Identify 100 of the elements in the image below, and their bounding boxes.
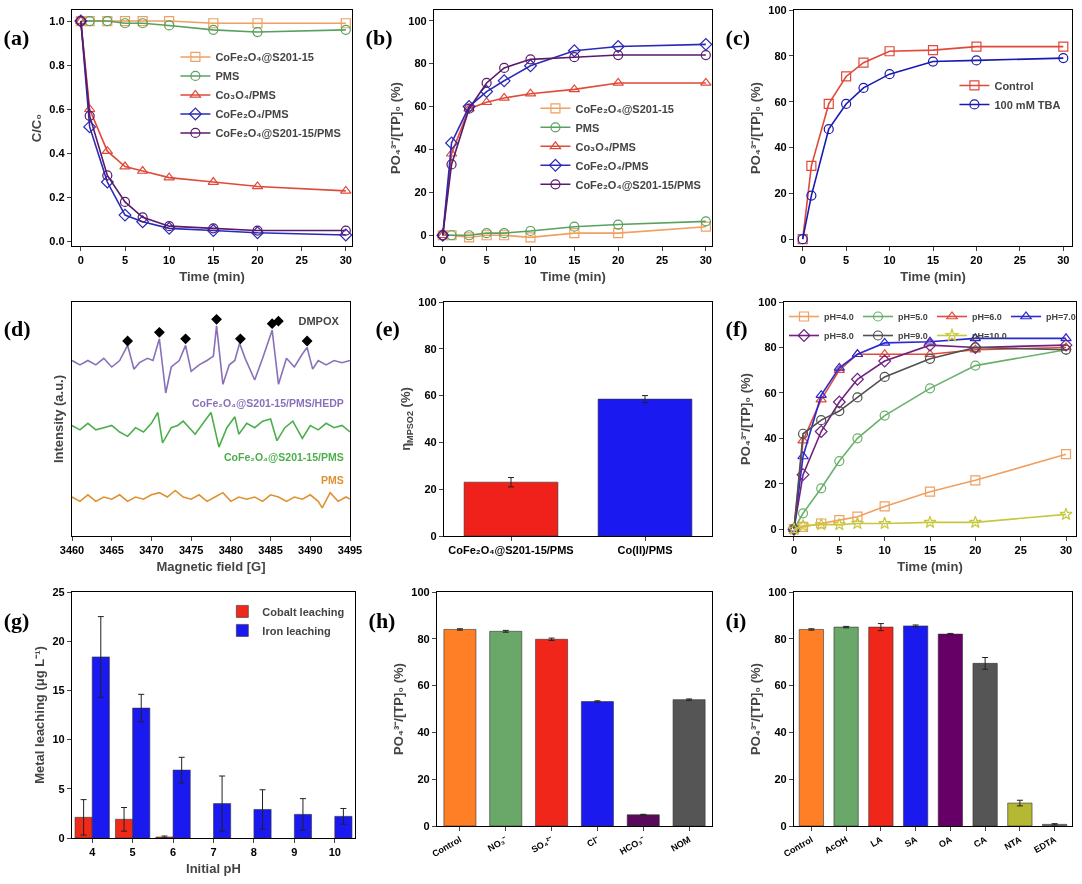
y-tick-label: 20 [774, 187, 787, 200]
y-tick-label: 40 [424, 436, 437, 449]
x-tick-label: 30 [1057, 254, 1070, 267]
legend-label: CoFe₂O₄@S201-15 [575, 102, 674, 115]
y-tick-label: 15 [52, 684, 65, 697]
x-tick-label: 20 [969, 544, 982, 557]
legend-label: CoFe₂O₄/PMS [215, 108, 289, 121]
legend-label: pH=4.0 [824, 312, 854, 323]
legend-label: 100 mM TBA [994, 98, 1061, 111]
y-tick-label: 60 [774, 95, 787, 108]
x-tick-label: 5 [836, 544, 843, 557]
legend-label: pH=8.0 [824, 331, 854, 342]
y-tick-label: 40 [774, 726, 787, 739]
y-tick-label: 20 [414, 186, 427, 199]
x-tick-label: 25 [1013, 254, 1027, 267]
y-tick-label: 0.4 [49, 147, 66, 160]
y-tick-label: 80 [774, 49, 787, 62]
x-tick-label: 30 [699, 254, 712, 267]
y-tick-label: 20 [764, 477, 777, 490]
x-axis-title: Time (min) [540, 268, 606, 284]
series-label: CoFe₂O₄@S201-15/PMS [224, 451, 344, 463]
x-tick-label: 30 [1059, 544, 1073, 557]
x-tick-label: 4 [89, 846, 97, 859]
text: (i) [725, 607, 747, 633]
legend-label: Co₃O₄/PMS [215, 89, 276, 102]
y-tick-label: 1.0 [49, 14, 65, 27]
x-tick-label: 0 [439, 254, 446, 267]
y-tick-label: 0 [423, 819, 430, 832]
legend-label: CoFe₂O₄/PMS [575, 159, 649, 172]
y-tick-label: 0.0 [49, 235, 65, 248]
text: (e) [375, 316, 400, 342]
y-axis-title: PO₄³⁻/[TP]₀ (%) [388, 82, 404, 174]
x-tick-label: 20 [251, 254, 264, 267]
y-tick-label: 100 [758, 295, 777, 308]
y-tick-label: 0 [780, 819, 787, 832]
x-tick-label: 15 [568, 254, 581, 267]
x-tick-label: 3490 [298, 544, 323, 557]
y-axis-title: PO₄³⁻/[TP]₀ (%) [748, 82, 764, 174]
y-tick-label: 100 [768, 3, 787, 16]
text: (g) [3, 607, 30, 633]
x-tick-label: 3485 [258, 544, 283, 557]
x-axis-title: Time (min) [900, 268, 966, 284]
y-tick-label: 25 [52, 585, 65, 598]
x-tick-label: Cl⁻ [585, 834, 601, 850]
x-tick-label: 10 [524, 254, 537, 267]
legend-label: PMS [215, 70, 240, 83]
y-tick-label: 100 [411, 585, 430, 598]
legend-label: Cobalt leaching [262, 605, 345, 618]
legend-label: CoFe₂O₄@S201-15/PMS [215, 127, 341, 140]
y-tick-label: 40 [774, 141, 787, 154]
x-tick-label: 25 [655, 254, 669, 267]
x-tick-label: 5 [843, 254, 850, 267]
y-tick-label: 80 [764, 341, 777, 354]
y-tick-label: 40 [764, 432, 777, 445]
x-tick-label: 30 [339, 254, 352, 267]
x-axis-title: Time (min) [897, 558, 963, 574]
legend-label: Iron leaching [262, 624, 331, 637]
y-tick-label: 0 [770, 523, 777, 536]
y-tick-label: 0 [420, 229, 427, 242]
y-tick-label: 5 [58, 782, 65, 795]
x-tick-label: Co(II)/PMS [617, 544, 673, 557]
y-tick-label: 20 [417, 773, 430, 786]
legend-label: pH=5.0 [898, 312, 928, 323]
x-tick-label: 20 [970, 254, 983, 267]
x-tick-label: 7 [210, 846, 217, 859]
y-tick-label: 80 [774, 632, 787, 645]
x-tick-label: 10 [883, 254, 896, 267]
y-tick-label: 100 [408, 14, 427, 27]
y-tick-label: 80 [424, 342, 437, 355]
y-tick-label: 20 [52, 635, 65, 648]
x-tick-label: 9 [291, 846, 298, 859]
y-axis-title: C/C₀ [29, 113, 45, 143]
x-tick-label: 0 [790, 544, 798, 557]
x-axis-title: Initial pH [186, 860, 241, 876]
x-tick-label: 15 [926, 254, 940, 267]
y-tick-label: 0.8 [49, 58, 65, 71]
legend-label: Control [994, 79, 1034, 92]
text: (h) [368, 607, 396, 633]
x-tick-label: CoFe₂O₄@S201-15/PMS [448, 544, 574, 557]
y-tick-label: 40 [414, 143, 427, 156]
y-tick-label: 60 [764, 386, 777, 399]
x-tick-label: SA [903, 834, 920, 850]
x-tick-label: 5 [121, 254, 129, 267]
x-tick-label: 3495 [337, 544, 363, 557]
x-tick-label: OA [936, 834, 955, 850]
x-tick-label: 3465 [99, 544, 124, 557]
legend-label: CoFe₂O₄@S201-15 [215, 51, 314, 64]
x-tick-label: 3470 [139, 544, 164, 557]
x-tick-label: 10 [328, 846, 341, 859]
y-tick-label: 80 [417, 632, 430, 645]
y-tick-label: 60 [424, 389, 437, 402]
y-axis-title: PO₄³⁻/[TP]₀ (%) [738, 373, 754, 465]
x-tick-label: 25 [1014, 544, 1027, 557]
x-tick-label: 3475 [178, 544, 204, 557]
text: CoFe₂O₄@S201-15/PMS/HEDP [192, 397, 344, 409]
y-tick-label: 80 [414, 57, 427, 70]
text: (a) [3, 24, 30, 50]
x-tick-label: 6 [170, 846, 177, 859]
legend-label: PMS [575, 121, 600, 134]
chart-title: (d) [3, 316, 31, 342]
